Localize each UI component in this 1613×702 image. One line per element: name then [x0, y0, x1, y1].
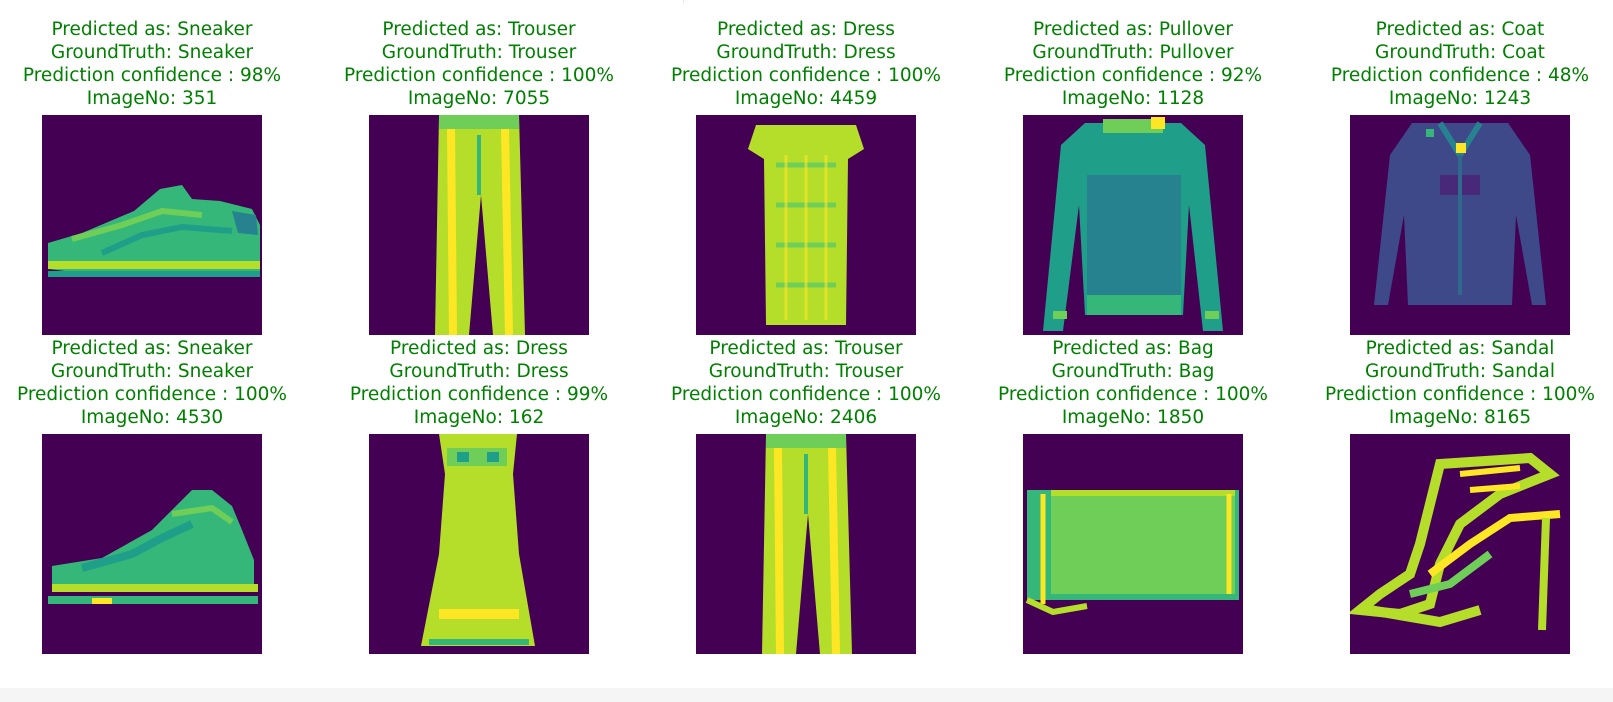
- ground-truth-label: GroundTruth: Coat: [1375, 42, 1545, 63]
- panel-title: Predicted as: Sneaker GroundTruth: Sneake…: [0, 18, 322, 110]
- image-number-label: ImageNo: 4459: [734, 88, 878, 109]
- confidence-label: Prediction confidence : 100%: [344, 65, 614, 86]
- predicted-label: Predicted as: Sneaker: [51, 338, 253, 359]
- item-image: [1023, 434, 1243, 654]
- coat-icon: [1350, 115, 1570, 335]
- confidence-label: Prediction confidence : 100%: [671, 65, 941, 86]
- bag-icon: [1023, 434, 1243, 654]
- ground-truth-label: GroundTruth: Sneaker: [50, 361, 254, 382]
- ground-truth-label: GroundTruth: Dress: [389, 361, 569, 382]
- dress-icon: [369, 434, 589, 654]
- item-image: [42, 434, 262, 654]
- output-scroll-strip: [0, 688, 1613, 702]
- divider: [683, 0, 684, 3]
- image-number-label: ImageNo: 4530: [80, 407, 224, 428]
- item-image: [42, 115, 262, 335]
- ground-truth-label: GroundTruth: Dress: [716, 42, 896, 63]
- item-image: [369, 115, 589, 335]
- predicted-label: Predicted as: Bag: [1052, 338, 1214, 359]
- ground-truth-label: GroundTruth: Sandal: [1364, 361, 1556, 382]
- trouser-icon: [369, 115, 589, 335]
- confidence-label: Prediction confidence : 100%: [17, 384, 287, 405]
- panel-title: Predicted as: Trouser GroundTruth: Trouse…: [309, 18, 649, 110]
- image-number-label: ImageNo: 162: [413, 407, 545, 428]
- panel-title: Predicted as: Trouser GroundTruth: Trouse…: [636, 337, 976, 429]
- ground-truth-label: GroundTruth: Pullover: [1032, 42, 1234, 63]
- item-image: [1350, 115, 1570, 335]
- predicted-label: Predicted as: Dress: [390, 338, 568, 359]
- sandal-icon: [1350, 434, 1570, 654]
- image-number-label: ImageNo: 1243: [1388, 88, 1532, 109]
- confidence-label: Prediction confidence : 99%: [349, 384, 609, 405]
- predicted-label: Predicted as: Sneaker: [51, 19, 253, 40]
- image-number-label: ImageNo: 351: [86, 88, 218, 109]
- trouser-icon: [696, 434, 916, 654]
- ground-truth-label: GroundTruth: Bag: [1051, 361, 1215, 382]
- image-number-label: ImageNo: 7055: [407, 88, 551, 109]
- predicted-label: Predicted as: Trouser: [382, 19, 576, 40]
- sneaker-icon: [42, 434, 262, 654]
- item-image: [1023, 115, 1243, 335]
- predicted-label: Predicted as: Coat: [1375, 19, 1545, 40]
- ground-truth-label: GroundTruth: Sneaker: [50, 42, 254, 63]
- predicted-label: Predicted as: Trouser: [709, 338, 903, 359]
- image-number-label: ImageNo: 8165: [1388, 407, 1532, 428]
- panel-title: Predicted as: Dress GroundTruth: Dress Pre…: [636, 18, 976, 110]
- image-number-label: ImageNo: 1850: [1061, 407, 1205, 428]
- item-image: [696, 115, 916, 335]
- panel-title: Predicted as: Coat GroundTruth: Coat Predi…: [1290, 18, 1613, 110]
- sneaker-icon: [42, 115, 262, 335]
- pullover-icon: [1023, 115, 1243, 335]
- image-number-label: ImageNo: 1128: [1061, 88, 1205, 109]
- panel-title: Predicted as: Pullover GroundTruth: Pullo…: [963, 18, 1303, 110]
- confidence-label: Prediction confidence : 100%: [998, 384, 1268, 405]
- confidence-label: Prediction confidence : 48%: [1330, 65, 1590, 86]
- panel-title: Predicted as: Sneaker GroundTruth: Sneake…: [0, 337, 322, 429]
- predicted-label: Predicted as: Pullover: [1033, 19, 1233, 40]
- confidence-label: Prediction confidence : 98%: [22, 65, 282, 86]
- dress-icon: [696, 115, 916, 335]
- panel-title: Predicted as: Bag GroundTruth: Bag Predict…: [963, 337, 1303, 429]
- item-image: [1350, 434, 1570, 654]
- confidence-label: Prediction confidence : 100%: [1325, 384, 1595, 405]
- panel-title: Predicted as: Dress GroundTruth: Dress Pre…: [309, 337, 649, 429]
- item-image: [696, 434, 916, 654]
- predicted-label: Predicted as: Sandal: [1365, 338, 1555, 359]
- image-number-label: ImageNo: 2406: [734, 407, 878, 428]
- ground-truth-label: GroundTruth: Trouser: [381, 42, 577, 63]
- panel-title: Predicted as: Sandal GroundTruth: Sandal P…: [1290, 337, 1613, 429]
- confidence-label: Prediction confidence : 100%: [671, 384, 941, 405]
- ground-truth-label: GroundTruth: Trouser: [708, 361, 904, 382]
- predicted-label: Predicted as: Dress: [717, 19, 895, 40]
- confidence-label: Prediction confidence : 92%: [1003, 65, 1263, 86]
- item-image: [369, 434, 589, 654]
